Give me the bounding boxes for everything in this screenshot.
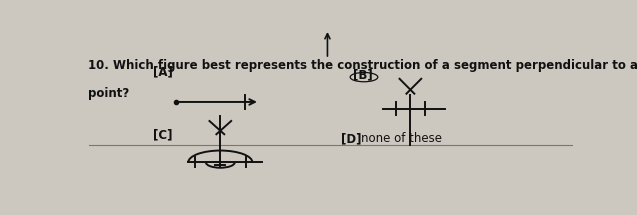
Text: [A]: [A] [153,66,173,79]
Text: [D]: [D] [341,132,362,145]
Text: point?: point? [87,87,129,100]
Text: none of these: none of these [361,132,442,145]
Text: [B]: [B] [353,68,373,81]
Text: [C]: [C] [153,129,172,142]
Text: 10. Which figure best represents the construction of a segment perpendicular to : 10. Which figure best represents the con… [87,59,637,72]
